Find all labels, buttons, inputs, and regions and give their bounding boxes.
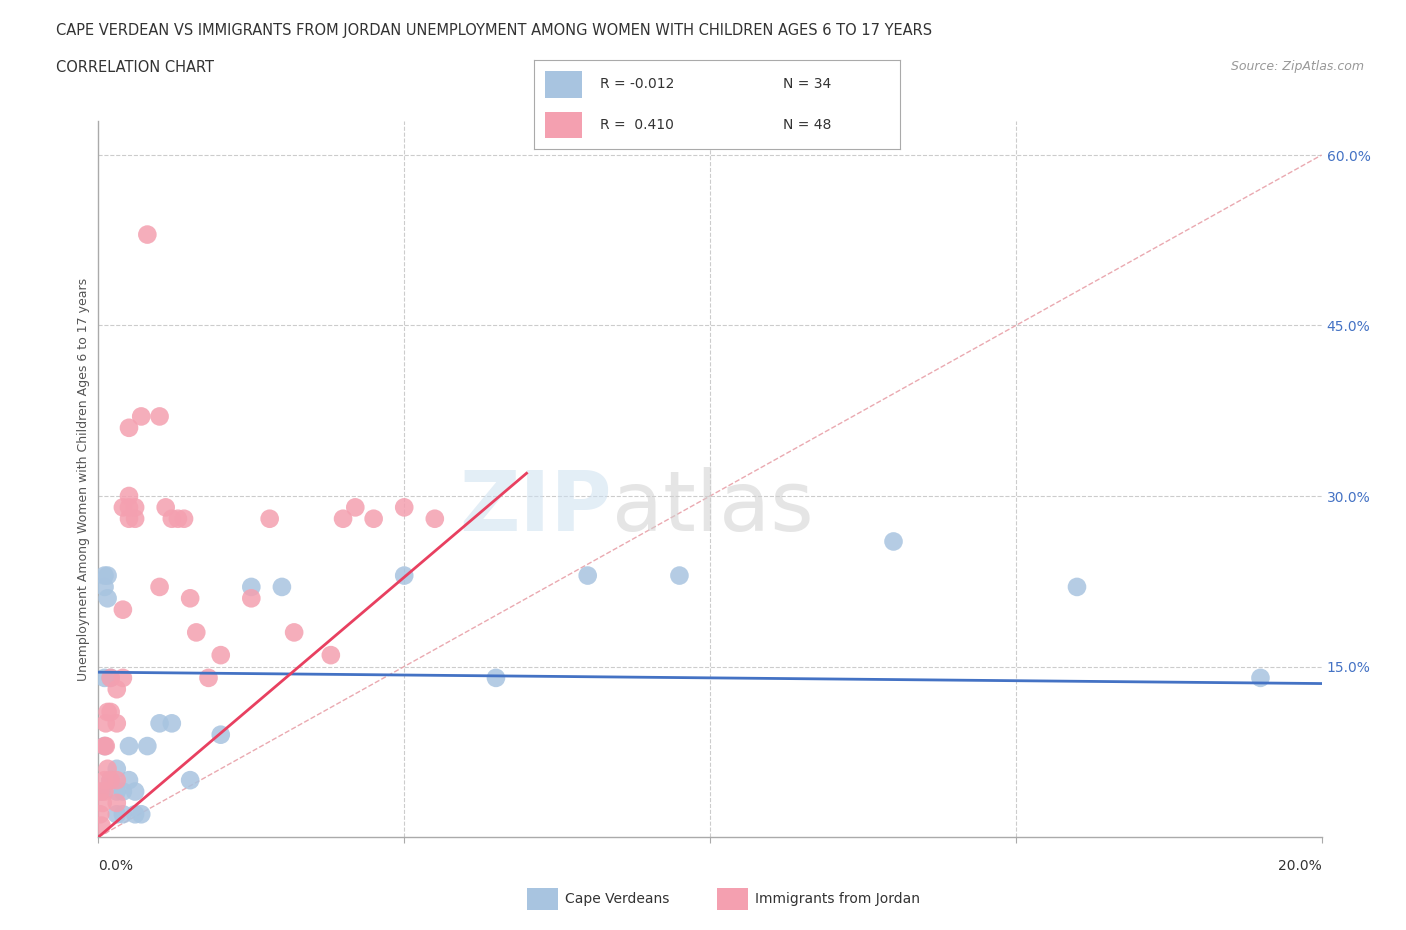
Point bbox=[1066, 579, 1088, 594]
Point bbox=[332, 512, 354, 526]
Point bbox=[129, 807, 152, 822]
Point bbox=[392, 500, 416, 515]
Text: CORRELATION CHART: CORRELATION CHART bbox=[56, 60, 214, 75]
Point bbox=[155, 500, 177, 515]
Point bbox=[160, 512, 183, 526]
Y-axis label: Unemployment Among Women with Children Ages 6 to 17 years: Unemployment Among Women with Children A… bbox=[77, 277, 90, 681]
Text: N = 48: N = 48 bbox=[783, 118, 831, 132]
Point bbox=[91, 795, 114, 810]
Point bbox=[93, 784, 115, 799]
Text: CAPE VERDEAN VS IMMIGRANTS FROM JORDAN UNEMPLOYMENT AMONG WOMEN WITH CHILDREN AG: CAPE VERDEAN VS IMMIGRANTS FROM JORDAN U… bbox=[56, 23, 932, 38]
Point bbox=[90, 818, 112, 833]
Point bbox=[136, 227, 159, 242]
Point bbox=[97, 591, 120, 605]
Point bbox=[93, 671, 115, 685]
Point bbox=[94, 716, 117, 731]
Text: R =  0.410: R = 0.410 bbox=[600, 118, 673, 132]
Point bbox=[124, 512, 146, 526]
FancyBboxPatch shape bbox=[546, 112, 582, 139]
Point bbox=[93, 773, 115, 788]
Text: Immigrants from Jordan: Immigrants from Jordan bbox=[755, 892, 920, 907]
Point bbox=[105, 807, 128, 822]
Point bbox=[167, 512, 190, 526]
Point bbox=[344, 500, 367, 515]
Point bbox=[100, 705, 122, 720]
Point bbox=[197, 671, 219, 685]
Point bbox=[93, 579, 115, 594]
Point bbox=[111, 603, 134, 618]
Point bbox=[160, 716, 183, 731]
Point bbox=[124, 784, 146, 799]
Point bbox=[97, 705, 120, 720]
Point bbox=[94, 738, 117, 753]
Point bbox=[179, 591, 201, 605]
Point bbox=[93, 738, 115, 753]
Point bbox=[240, 591, 263, 605]
Point bbox=[118, 773, 141, 788]
Text: Cape Verdeans: Cape Verdeans bbox=[565, 892, 669, 907]
Point bbox=[100, 773, 122, 788]
Point bbox=[149, 409, 172, 424]
Point bbox=[209, 727, 232, 742]
Point bbox=[105, 682, 128, 697]
Point bbox=[173, 512, 195, 526]
Point bbox=[105, 795, 128, 810]
Point bbox=[149, 579, 172, 594]
Point bbox=[100, 671, 122, 685]
Point bbox=[89, 807, 111, 822]
Point bbox=[89, 784, 111, 799]
Point bbox=[100, 773, 122, 788]
Point bbox=[240, 579, 263, 594]
Point bbox=[209, 647, 232, 662]
Point bbox=[111, 784, 134, 799]
Point bbox=[105, 784, 128, 799]
Point bbox=[111, 500, 134, 515]
Point bbox=[118, 488, 141, 503]
Text: 20.0%: 20.0% bbox=[1278, 858, 1322, 872]
Point bbox=[111, 807, 134, 822]
Text: R = -0.012: R = -0.012 bbox=[600, 77, 675, 91]
Point bbox=[179, 773, 201, 788]
Text: Source: ZipAtlas.com: Source: ZipAtlas.com bbox=[1230, 60, 1364, 73]
Point bbox=[97, 762, 120, 777]
Point bbox=[270, 579, 292, 594]
Text: 0.0%: 0.0% bbox=[98, 858, 134, 872]
Point bbox=[105, 773, 128, 788]
Point bbox=[1249, 671, 1271, 685]
Point bbox=[118, 512, 141, 526]
Text: N = 34: N = 34 bbox=[783, 77, 831, 91]
Point bbox=[111, 671, 134, 685]
Point bbox=[124, 807, 146, 822]
Point bbox=[883, 534, 905, 549]
Point bbox=[319, 647, 342, 662]
Text: atlas: atlas bbox=[612, 467, 814, 548]
Point bbox=[186, 625, 208, 640]
Point bbox=[118, 420, 141, 435]
Point bbox=[149, 716, 172, 731]
Point bbox=[363, 512, 385, 526]
Point bbox=[90, 784, 112, 799]
Text: ZIP: ZIP bbox=[460, 467, 612, 548]
Point bbox=[576, 568, 599, 583]
Point bbox=[485, 671, 508, 685]
Point bbox=[668, 568, 690, 583]
Point bbox=[105, 716, 128, 731]
Point bbox=[118, 500, 141, 515]
Point bbox=[423, 512, 446, 526]
Point bbox=[93, 568, 115, 583]
Point bbox=[283, 625, 305, 640]
Point bbox=[124, 500, 146, 515]
Point bbox=[100, 671, 122, 685]
Point bbox=[93, 738, 115, 753]
Point bbox=[259, 512, 281, 526]
Point bbox=[118, 738, 141, 753]
Point bbox=[105, 762, 128, 777]
Point bbox=[136, 738, 159, 753]
Point bbox=[97, 568, 120, 583]
Point bbox=[100, 773, 122, 788]
FancyBboxPatch shape bbox=[546, 71, 582, 98]
Point bbox=[392, 568, 416, 583]
Point bbox=[129, 409, 152, 424]
